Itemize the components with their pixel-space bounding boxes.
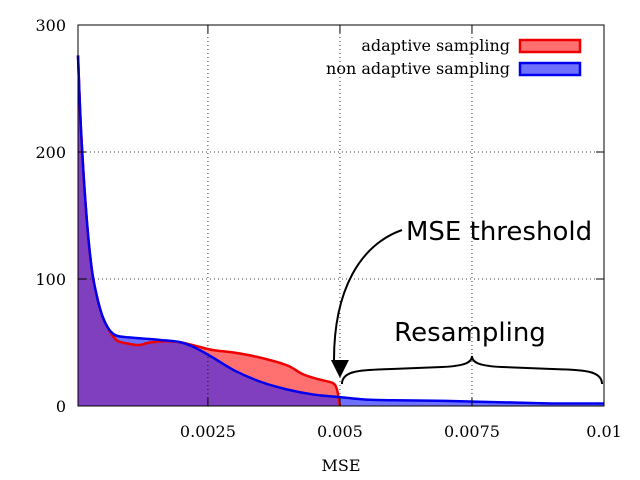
x-tick-label: 0.0025	[180, 422, 236, 441]
resampling-label: Resampling	[394, 318, 546, 348]
x-tick-label: 0.0075	[444, 422, 500, 441]
y-tick-label: 100	[35, 270, 66, 289]
x-tick-label: 0.005	[317, 422, 363, 441]
series-lines	[76, 55, 604, 407]
legend-swatch	[518, 38, 582, 54]
tick-labels: 0.0025 0.005 0.0075 0.01 0 100 200 300	[35, 16, 621, 441]
legend-swatch	[518, 61, 582, 77]
mse-threshold-label: MSE threshold	[406, 217, 592, 247]
series-area-overlap	[78, 55, 340, 406]
legend: adaptive sampling non adaptive sampling	[326, 36, 582, 78]
series-line-non-adaptive-sampling	[76, 55, 604, 405]
annotations: MSE threshold Resampling	[330, 217, 603, 385]
axis-ticks	[78, 24, 605, 407]
y-tick-label: 200	[35, 143, 66, 162]
x-tick-label: 0.01	[586, 422, 622, 441]
x-axis-label: MSE	[321, 456, 360, 475]
legend-label: non adaptive sampling	[326, 59, 510, 78]
threshold-arrow-head	[330, 360, 349, 378]
y-tick-label: 0	[56, 397, 66, 416]
plot-fills	[78, 55, 604, 406]
plot-frame	[77, 24, 605, 407]
resampling-brace	[340, 355, 603, 385]
threshold-arrow-line	[333, 229, 403, 361]
legend-label: adaptive sampling	[361, 36, 510, 55]
y-tick-label: 300	[35, 16, 66, 35]
